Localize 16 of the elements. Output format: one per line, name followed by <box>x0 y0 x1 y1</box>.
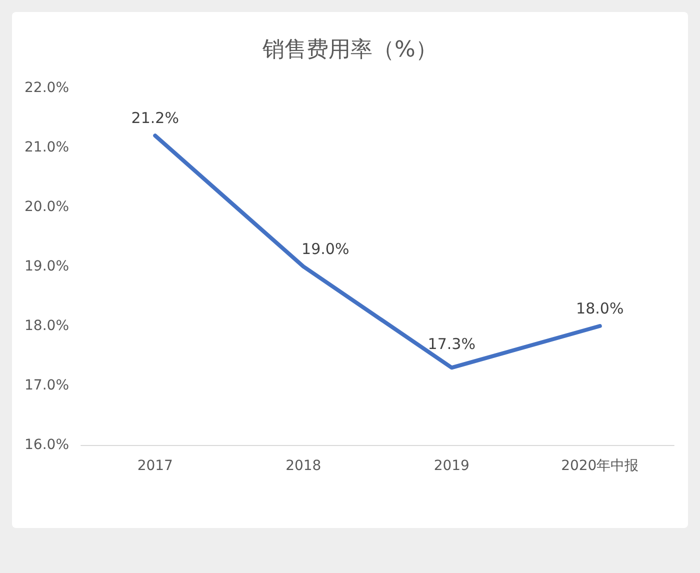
y-tick-label: 17.0% <box>24 378 69 394</box>
y-tick-label: 21.0% <box>24 140 69 156</box>
data-label: 19.0% <box>302 240 350 258</box>
data-label: 18.0% <box>576 300 624 318</box>
y-tick-label: 19.0% <box>24 258 69 274</box>
data-label: 21.2% <box>131 109 179 128</box>
x-tick-label: 2019 <box>434 458 470 474</box>
x-tick-label: 2017 <box>137 458 173 474</box>
y-tick-label: 18.0% <box>24 318 69 334</box>
y-tick-label: 20.0% <box>24 199 69 215</box>
data-label: 17.3% <box>428 335 476 354</box>
x-tick-label: 2018 <box>286 458 322 474</box>
chart-title: 销售费用率（%） <box>262 38 438 62</box>
x-tick-label: 2020年中报 <box>561 458 639 474</box>
y-tick-label: 16.0% <box>24 437 69 453</box>
y-tick-label: 22.0% <box>24 80 69 96</box>
